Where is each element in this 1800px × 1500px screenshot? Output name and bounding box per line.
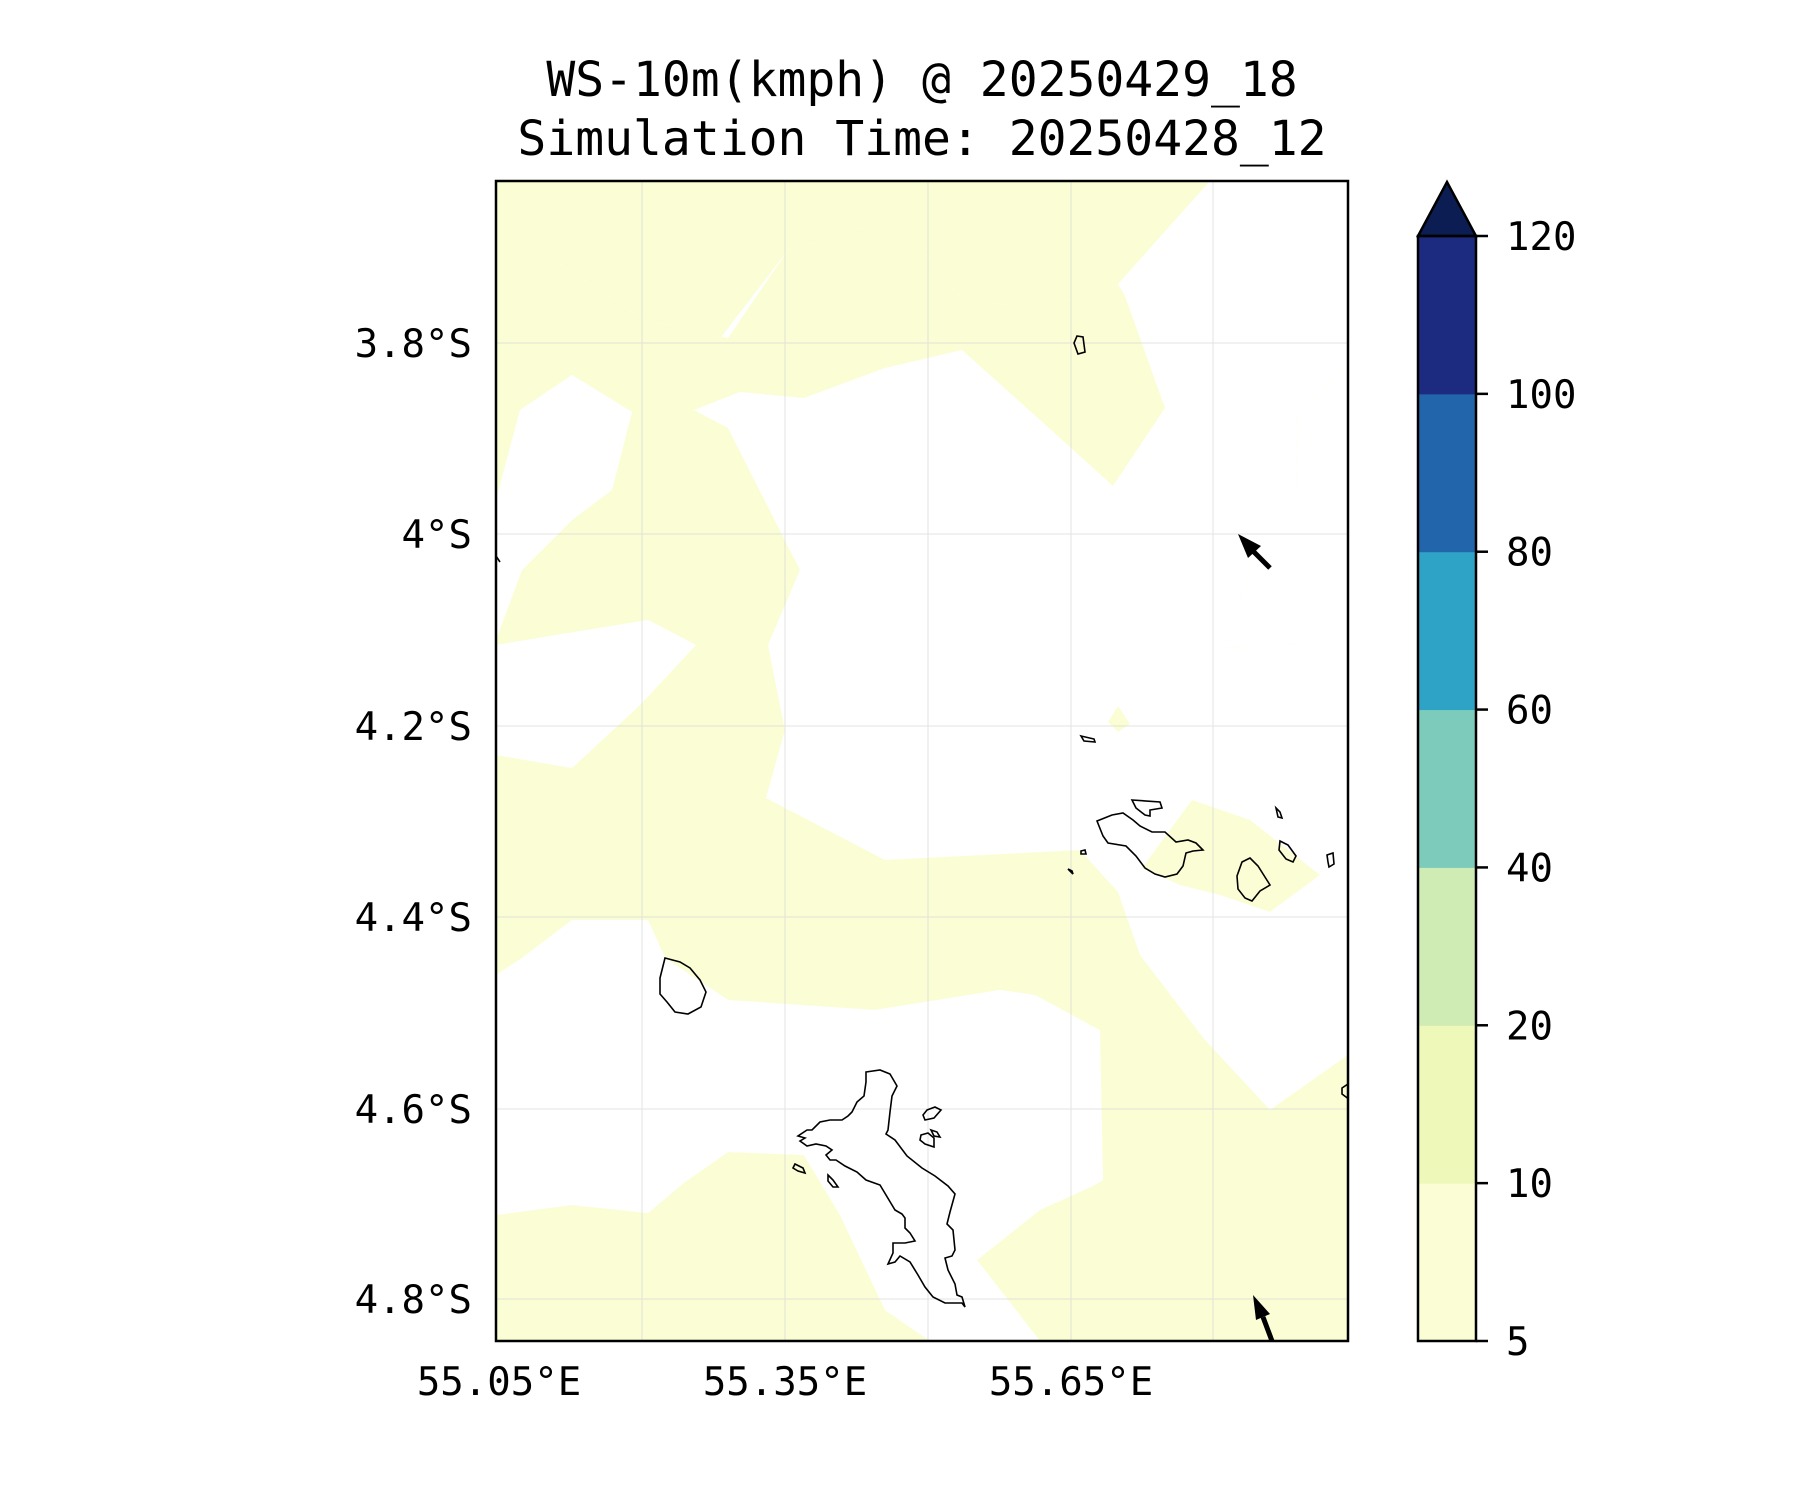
- wind-speed-contours: [496, 181, 1348, 1341]
- lat-tick-label: 4.6°S: [355, 1088, 472, 1133]
- wind-speed-contour-bottom: [496, 1152, 930, 1341]
- colorbar-segment: [1418, 236, 1476, 395]
- coastline-praslin: [1095, 812, 1205, 878]
- map-gridlines: [496, 181, 1348, 1341]
- lon-tick-label: 55.35°E: [703, 1360, 867, 1405]
- wind-speed-contour-east-patch: [1142, 800, 1320, 912]
- wind-vector-head: [1253, 1295, 1270, 1320]
- coastline-islet-15: [1341, 1083, 1348, 1100]
- calm-region-lower-left: [496, 920, 1103, 1341]
- colorbar-segment: [1418, 1183, 1476, 1342]
- colorbar-segment: [1418, 1025, 1476, 1184]
- coastline-main-island: [796, 1069, 966, 1308]
- coastline-la-digue: [1236, 857, 1272, 902]
- wind-vectors: [1238, 534, 1275, 1342]
- coastline-islet-13: [1067, 868, 1074, 875]
- coastline-islet-7: [1130, 799, 1164, 817]
- colorbar-frame: [1416, 234, 1478, 1343]
- calm-region-left-middle: [496, 620, 696, 768]
- coastlines: [496, 335, 1348, 1308]
- lat-tick-label: 3.8°S: [355, 322, 472, 367]
- calm-region-upper-left: [496, 375, 632, 580]
- colorbar-tick-label: 20: [1506, 1004, 1553, 1049]
- colorbar-extend-arrow: [1415, 179, 1479, 238]
- map-title-line1: WS-10m(kmph) @ 20250429_18: [546, 52, 1297, 108]
- coastline-islet-4: [929, 1128, 942, 1139]
- wind-speed-contour-right-strip: [1030, 1000, 1348, 1341]
- coastline-islet-2: [922, 1106, 943, 1121]
- colorbar-tick-label: 80: [1506, 531, 1553, 576]
- lat-tick-label: 4.2°S: [355, 705, 472, 750]
- colorbar-tick-label: 100: [1506, 373, 1576, 418]
- coastline-islet-3: [919, 1132, 935, 1149]
- coastline-islet-11: [1079, 734, 1097, 743]
- coastline-islet-8: [1278, 839, 1297, 864]
- colorbar-tick-label: 10: [1506, 1162, 1553, 1207]
- lat-tick-label: 4.4°S: [355, 896, 472, 941]
- map-panel: [494, 179, 1350, 1343]
- coastline-islet-1: [659, 957, 707, 1015]
- lon-tick-label: 55.05°E: [417, 1360, 581, 1405]
- wind-vector-northeast: [1238, 534, 1272, 570]
- colorbar-segment: [1418, 709, 1476, 868]
- lat-tick-labels: 3.8°S 4°S 4.2°S 4.4°S 4.6°S 4.8°S: [355, 322, 472, 1323]
- colorbar-tick-label: 5: [1506, 1320, 1529, 1365]
- coastline-islet-5: [791, 1162, 807, 1175]
- colorbar-tick-label: 120: [1506, 215, 1576, 260]
- coastline-islet-10: [1326, 851, 1335, 869]
- wind-vector-southeast: [1253, 1295, 1275, 1342]
- colorbar-segment: [1418, 551, 1476, 711]
- lat-tick-label: 4°S: [402, 513, 472, 558]
- colorbar-tick-label: 40: [1506, 846, 1553, 891]
- map-frame: [494, 179, 1350, 1343]
- coastline-islet-6: [827, 1173, 840, 1188]
- lat-tick-label: 4.8°S: [355, 1278, 472, 1323]
- colorbar-segment: [1418, 393, 1476, 553]
- coastline-islet-14: [1073, 335, 1086, 355]
- colorbar: 5 10 20 40 60 80 100 120: [1415, 179, 1576, 1365]
- colorbar-segment: [1418, 867, 1476, 1026]
- map-title-line2: Simulation Time: 20250428_12: [517, 111, 1326, 167]
- wind-vector-head: [1238, 534, 1261, 558]
- colorbar-tick-label: 60: [1506, 689, 1553, 734]
- lon-tick-labels: 55.05°E 55.35°E 55.65°E: [417, 1360, 1153, 1405]
- coastline-islet-9: [1274, 805, 1284, 820]
- coastline-islet-12: [1080, 849, 1088, 855]
- lon-tick-label: 55.65°E: [989, 1360, 1153, 1405]
